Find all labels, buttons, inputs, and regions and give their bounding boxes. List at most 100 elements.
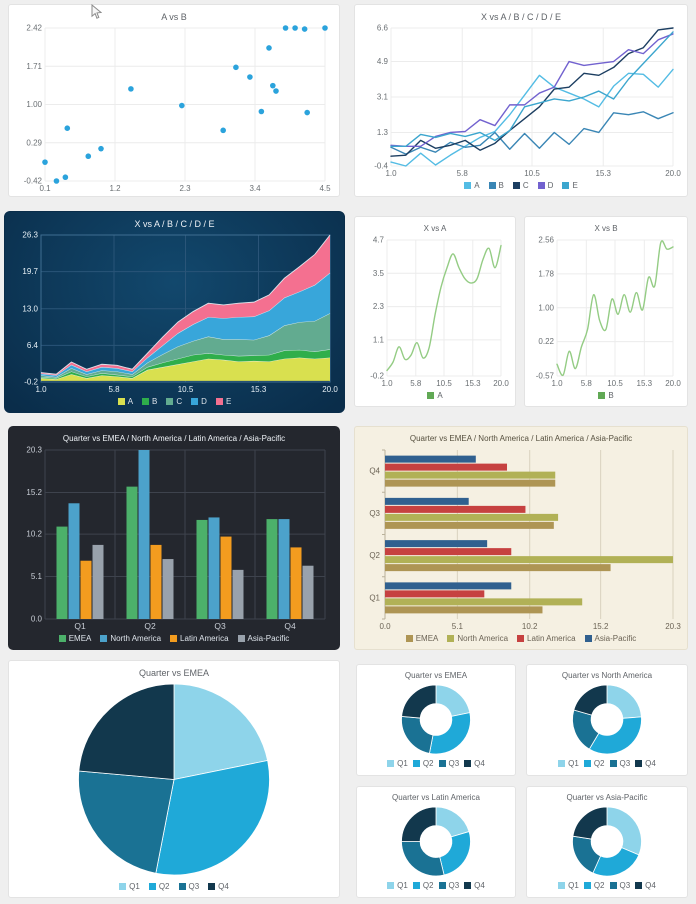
slice-q1[interactable] — [435, 806, 470, 838]
legend-item-asia-pacific[interactable]: Asia-Pacific — [584, 634, 636, 643]
legend-item-q3[interactable]: Q3 — [609, 881, 630, 890]
slice-q1[interactable] — [435, 684, 471, 717]
data-point[interactable] — [301, 26, 308, 32]
bar-q2-latin-america[interactable] — [150, 544, 162, 619]
legend-item-q1[interactable]: Q1 — [387, 759, 408, 768]
legend-item-c[interactable]: C — [512, 181, 529, 190]
legend-item-q3[interactable]: Q3 — [609, 759, 630, 768]
bar-q3-north-america[interactable] — [208, 517, 220, 619]
slice-q1[interactable] — [606, 806, 642, 856]
hbar-q1-latin-america[interactable] — [385, 590, 485, 598]
data-point[interactable] — [53, 178, 60, 184]
legend-item-q2[interactable]: Q2 — [412, 881, 434, 890]
line-chart-canvas[interactable]: -0.4 1.3 3.1 4.9 6.6 1.0 5.8 10.5 15.3 20.0 — [361, 24, 681, 178]
donut-chart-canvas[interactable] — [361, 683, 511, 756]
bar-q1-asia-pacific[interactable] — [92, 544, 104, 619]
hbar-q3-emea[interactable] — [385, 521, 554, 529]
legend-item-q3[interactable]: Q3 — [438, 881, 459, 890]
legend-item-a[interactable]: A — [464, 181, 480, 190]
pie-chart-canvas[interactable] — [15, 680, 333, 879]
data-point[interactable] — [258, 108, 265, 115]
data-point[interactable] — [292, 25, 298, 31]
slice-q1[interactable] — [606, 684, 642, 719]
line-series-a[interactable] — [390, 68, 674, 167]
data-point[interactable] — [304, 109, 310, 116]
hbar-q1-asia-pacific[interactable] — [385, 582, 512, 590]
hbar-q1-north-america[interactable] — [385, 598, 583, 606]
legend-item-q4[interactable]: Q4 — [464, 759, 485, 768]
scatter-chart-canvas[interactable]: -0.42 0.29 1.00 1.71 2.42 0.1 1.2 2.3 3.4 4.5 — [15, 24, 333, 193]
legend-item-q3[interactable]: Q3 — [178, 882, 199, 891]
legend-item-q1[interactable]: Q1 — [558, 881, 579, 890]
line-series-e[interactable] — [390, 31, 674, 147]
slice-q4[interactable] — [78, 683, 175, 780]
bar-q2-north-america[interactable] — [138, 450, 150, 619]
bar-q2-asia-pacific[interactable] — [162, 559, 174, 619]
legend-item-b[interactable]: B — [598, 391, 614, 400]
legend-item-e[interactable]: E — [562, 181, 578, 190]
legend-item-q1[interactable]: Q1 — [387, 881, 408, 890]
bar-q2-emea[interactable] — [126, 486, 138, 619]
area-series-b[interactable] — [41, 349, 330, 380]
hbar-q3-asia-pacific[interactable] — [385, 497, 469, 505]
bar-q1-latin-america[interactable] — [80, 560, 92, 619]
legend-item-emea[interactable]: EMEA — [405, 634, 438, 643]
legend-item-q4[interactable]: Q4 — [464, 881, 485, 890]
slice-q3[interactable] — [401, 841, 445, 877]
data-point[interactable] — [270, 82, 276, 89]
area-series-c[interactable] — [41, 313, 330, 379]
hbar-chart-canvas[interactable]: 0.0 5.1 10.2 15.2 20.3 Q1 Q2 Q3 Q4 — [361, 446, 681, 631]
hbar-q2-latin-america[interactable] — [385, 548, 512, 556]
legend-item-latin-america[interactable]: Latin America — [517, 634, 576, 643]
legend-item-q4[interactable]: Q4 — [635, 759, 656, 768]
data-point[interactable] — [179, 102, 185, 109]
data-point[interactable] — [62, 174, 69, 181]
legend-item-c[interactable]: C — [166, 397, 182, 406]
line-series-b[interactable] — [556, 240, 674, 377]
bar-chart-canvas[interactable]: 0.0 5.1 10.2 15.2 20.3 Q1 Q2 Q3 Q4 — [15, 446, 333, 631]
legend-item-q2[interactable]: Q2 — [148, 882, 170, 891]
hbar-q2-north-america[interactable] — [385, 556, 673, 564]
hbar-q4-north-america[interactable] — [385, 471, 556, 479]
hbar-q3-latin-america[interactable] — [385, 505, 526, 513]
slice-q2[interactable] — [439, 831, 471, 876]
bar-q3-latin-america[interactable] — [220, 536, 232, 619]
data-point[interactable] — [128, 86, 134, 92]
bar-q1-north-america[interactable] — [68, 503, 80, 619]
area-series-d[interactable] — [41, 272, 330, 378]
bar-q4-north-america[interactable] — [278, 519, 290, 619]
hbar-q4-latin-america[interactable] — [385, 463, 508, 471]
bar-q4-asia-pacific[interactable] — [302, 565, 314, 619]
legend-item-north-america[interactable]: North America — [447, 634, 508, 643]
data-point[interactable] — [282, 25, 289, 31]
legend-item-b[interactable]: B — [488, 181, 504, 190]
legend-item-q1[interactable]: Q1 — [119, 882, 140, 891]
hbar-q2-emea[interactable] — [385, 564, 611, 572]
data-point[interactable] — [247, 74, 253, 80]
slice-q4[interactable] — [401, 684, 437, 719]
data-point[interactable] — [220, 127, 226, 134]
data-point[interactable] — [42, 159, 48, 165]
slice-q2[interactable] — [592, 847, 640, 877]
hbar-q4-emea[interactable] — [385, 479, 556, 487]
data-point[interactable] — [273, 88, 279, 94]
data-point[interactable] — [233, 64, 239, 71]
hbar-q2-asia-pacific[interactable] — [385, 540, 488, 548]
slice-q4[interactable] — [572, 806, 608, 840]
area-series-e[interactable] — [41, 235, 330, 376]
legend-item-a[interactable]: A — [117, 397, 133, 406]
slice-q4[interactable] — [573, 684, 608, 716]
slice-q2[interactable] — [155, 759, 270, 876]
slice-q2[interactable] — [428, 712, 471, 755]
legend-item-emea[interactable]: EMEA — [58, 634, 91, 643]
legend-item-q2[interactable]: Q2 — [412, 759, 434, 768]
line-chart-canvas[interactable]: -0.57 0.22 1.00 1.78 2.56 1.0 5.8 10.5 15.3 20.0 — [531, 236, 681, 388]
slice-q3[interactable] — [401, 715, 434, 754]
slice-q4[interactable] — [401, 806, 437, 842]
bar-q1-emea[interactable] — [56, 526, 68, 619]
legend-item-q4[interactable]: Q4 — [208, 882, 229, 891]
legend-item-d[interactable]: D — [191, 397, 207, 406]
line-chart-canvas[interactable]: -0.2 1.1 2.3 3.5 4.7 1.0 5.8 10.5 15.3 20.0 — [361, 236, 509, 388]
line-series-b[interactable] — [390, 111, 674, 155]
legend-item-q3[interactable]: Q3 — [438, 759, 459, 768]
